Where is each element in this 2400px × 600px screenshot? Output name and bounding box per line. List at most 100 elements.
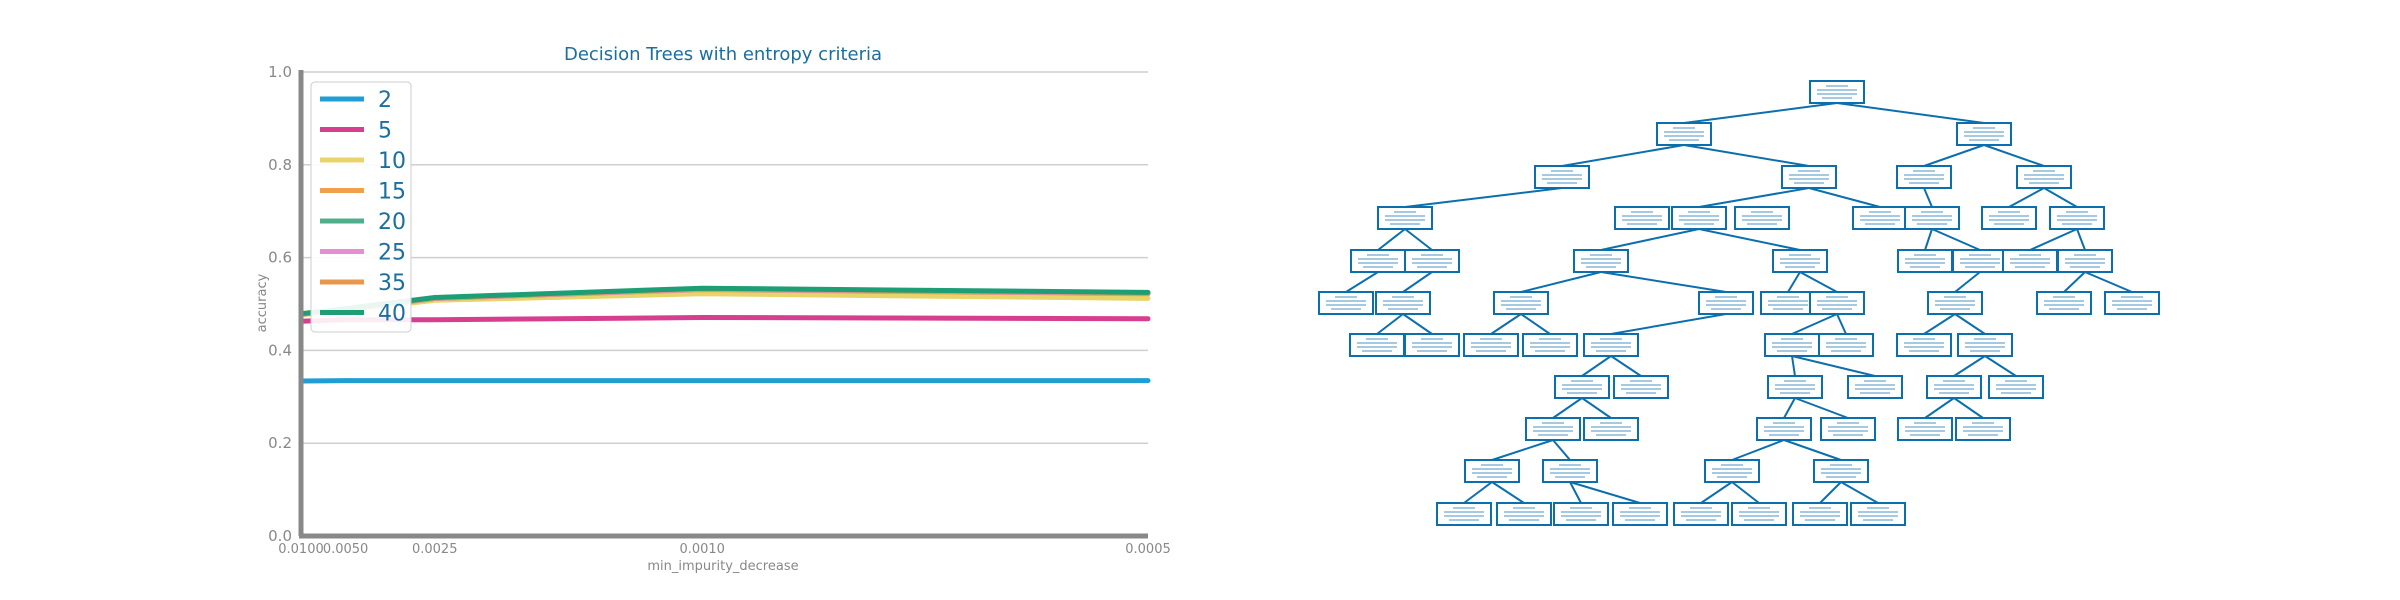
- tree-edge: [1791, 355, 1796, 377]
- tree-node: [1820, 417, 1876, 441]
- tree-node-box: [2002, 249, 2058, 273]
- y-tick-label: 0.6: [268, 249, 292, 267]
- tree-node-box: [1952, 249, 2008, 273]
- x-tick-labels: 0.0100 0.0050 0.0025 0.0010 0.0005: [278, 542, 1171, 557]
- tree-edge: [1783, 397, 1796, 419]
- tree-node: [1613, 375, 1669, 399]
- tree-node: [1525, 417, 1581, 441]
- tree-node-box: [1772, 249, 1828, 273]
- tree-edge: [1561, 144, 1685, 167]
- tree-edge: [1931, 228, 1981, 251]
- tree-node: [1781, 165, 1837, 189]
- tree-node: [1583, 333, 1639, 357]
- y-axis-label: accuracy: [255, 273, 270, 332]
- tree-edge: [1799, 271, 1838, 293]
- tree-edge: [1924, 397, 1955, 419]
- tree-node: [1614, 206, 1670, 230]
- line-chart: Decision Trees with entropy criteria 0.0…: [255, 44, 1171, 574]
- tree-node-box: [1981, 206, 2037, 230]
- tree-node-box: [1734, 206, 1790, 230]
- tree-edge: [1783, 439, 1842, 461]
- tree-node: [1813, 459, 1869, 483]
- tree-node-box: [1436, 502, 1492, 526]
- tree-node: [1764, 333, 1820, 357]
- tree-node: [1926, 375, 1982, 399]
- tree-node-box: [1493, 291, 1549, 315]
- tree-node: [1818, 333, 1874, 357]
- legend-label-2: 2: [378, 88, 392, 113]
- tree-node-box: [2016, 165, 2072, 189]
- tree-node-box: [1756, 417, 1812, 441]
- tree-node: [1404, 249, 1460, 273]
- tree-edge: [1402, 313, 1433, 335]
- tree-node: [1809, 291, 1865, 315]
- tree-edge: [1377, 228, 1406, 251]
- tree-node-box: [1350, 249, 1406, 273]
- tree-node: [1927, 291, 1983, 315]
- tree-edge: [1791, 355, 1876, 377]
- tree-node: [1377, 206, 1433, 230]
- tree-edge: [1924, 228, 1933, 251]
- legend-label-15: 15: [378, 180, 406, 205]
- tree-edge: [1569, 481, 1641, 504]
- chart-title: Decision Trees with entropy criteria: [564, 44, 882, 65]
- tree-edge: [1923, 187, 1933, 208]
- tree-node: [1534, 165, 1590, 189]
- tree-node-box: [1926, 375, 1982, 399]
- tree-edge: [1491, 439, 1554, 461]
- tree-node: [1554, 375, 1610, 399]
- tree-node: [1553, 502, 1609, 526]
- tree-edge: [1954, 271, 1981, 293]
- tree-node-box: [2049, 206, 2105, 230]
- tree-node: [1792, 502, 1848, 526]
- legend-label-20: 20: [378, 210, 406, 235]
- tree-node: [1772, 249, 1828, 273]
- tree-edge: [1404, 187, 1563, 208]
- tree-edge: [1581, 355, 1612, 377]
- tree-node: [1897, 417, 1953, 441]
- tree-node: [1436, 502, 1492, 526]
- tree-node-box: [1813, 459, 1869, 483]
- tree-edge: [1600, 271, 1727, 293]
- tree-node-box: [1897, 417, 1953, 441]
- legend-label-10: 10: [378, 149, 406, 174]
- tree-node-box: [1583, 333, 1639, 357]
- tree-node: [1731, 502, 1787, 526]
- tree-node-box: [1731, 502, 1787, 526]
- y-tick-label: 0.4: [268, 341, 292, 359]
- tree-edge: [1520, 313, 1551, 335]
- tree-node-box: [1656, 122, 1712, 146]
- tree-nodes: [1318, 80, 2160, 526]
- tree-node-box: [1404, 249, 1460, 273]
- tree-node-box: [1847, 375, 1903, 399]
- tree-edge: [1791, 313, 1838, 335]
- tree-edge: [1954, 313, 1986, 335]
- tree-edge: [1698, 228, 1801, 251]
- tree-node: [1612, 502, 1668, 526]
- tree-node: [2002, 249, 2058, 273]
- tree-edge: [2043, 187, 2078, 208]
- tree-node-box: [1897, 249, 1953, 273]
- tree-edge: [1552, 397, 1583, 419]
- tree-node: [1896, 333, 1952, 357]
- tree-edge: [1923, 313, 1956, 335]
- tree-node-box: [1496, 502, 1552, 526]
- tree-edge: [1610, 355, 1642, 377]
- tree-node: [1496, 502, 1552, 526]
- tree-node: [1756, 417, 1812, 441]
- tree-node-box: [2104, 291, 2160, 315]
- tree-node: [1988, 375, 2044, 399]
- x-axis-label: min_impurity_decrease: [647, 559, 798, 574]
- tree-node-box: [1522, 333, 1578, 357]
- tree-node: [1493, 291, 1549, 315]
- tree-node-box: [1809, 291, 1865, 315]
- tree-edge: [1345, 271, 1379, 293]
- tree-edge: [2029, 228, 2078, 251]
- tree-node-box: [1760, 291, 1816, 315]
- x-tick-label: 0.0010: [679, 542, 725, 557]
- tree-edge: [1683, 144, 1810, 167]
- y-tick-label: 0.0: [268, 527, 292, 545]
- tree-node-box: [1525, 417, 1581, 441]
